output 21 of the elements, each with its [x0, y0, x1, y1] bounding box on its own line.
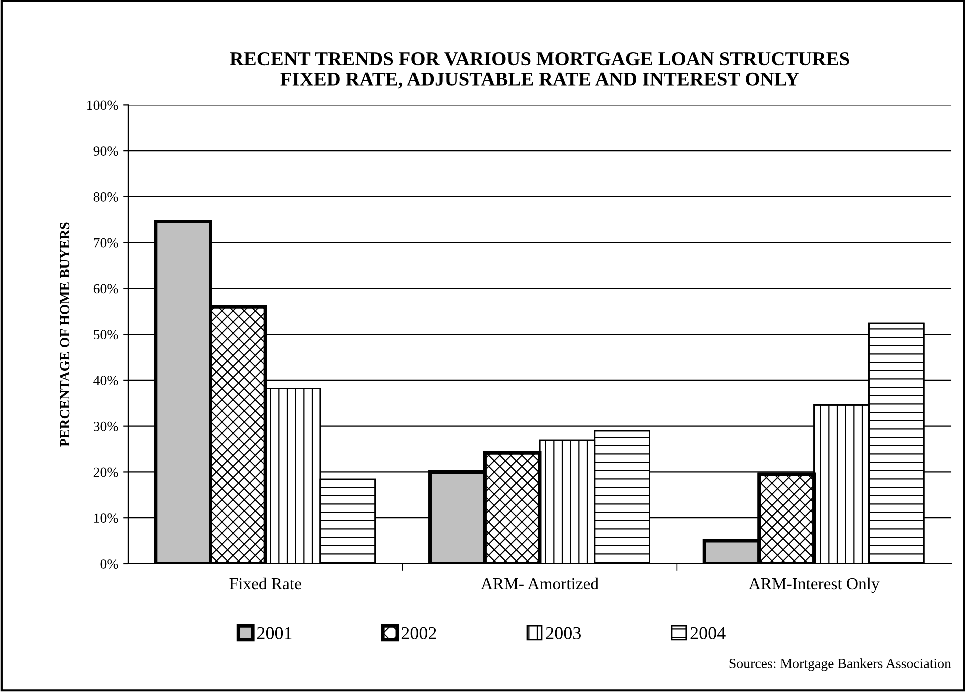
x-tick-label: ARM-Interest Only [749, 578, 880, 594]
y-tick-label: 10% [94, 514, 118, 524]
legend-label: 2003 [546, 627, 581, 640]
y-axis-title: PERCENTAGE OF HOME BUYERS [60, 222, 70, 447]
y-tick-label: 40% [94, 376, 118, 386]
x-tick-label: Fixed Rate [230, 578, 302, 590]
y-tick-label: 20% [94, 468, 118, 478]
source-note: Sources: Mortgage Bankers Association [730, 658, 952, 672]
legend-label: 2001 [257, 627, 292, 640]
y-tick-label: 50% [94, 330, 118, 340]
y-tick-label: 70% [94, 238, 118, 248]
y-tick-label: 80% [94, 192, 118, 202]
y-tick-label: 90% [94, 146, 118, 156]
y-tick-label: 60% [94, 284, 118, 294]
legend-label: 2002 [402, 627, 436, 640]
y-tick-label: 0% [100, 560, 118, 569]
y-tick-label: 100% [88, 100, 118, 110]
legend-label: 2004 [690, 627, 726, 640]
x-tick-label: ARM- Amortized [481, 578, 599, 590]
y-tick-label: 30% [94, 422, 118, 432]
chart-title: RECENT TRENDS FOR VARIOUS MORTGAGE LOAN STRUCTURES FIXED RATE, ADJUSTABLE RATE AND INTEREST ONLY [230, 52, 850, 89]
